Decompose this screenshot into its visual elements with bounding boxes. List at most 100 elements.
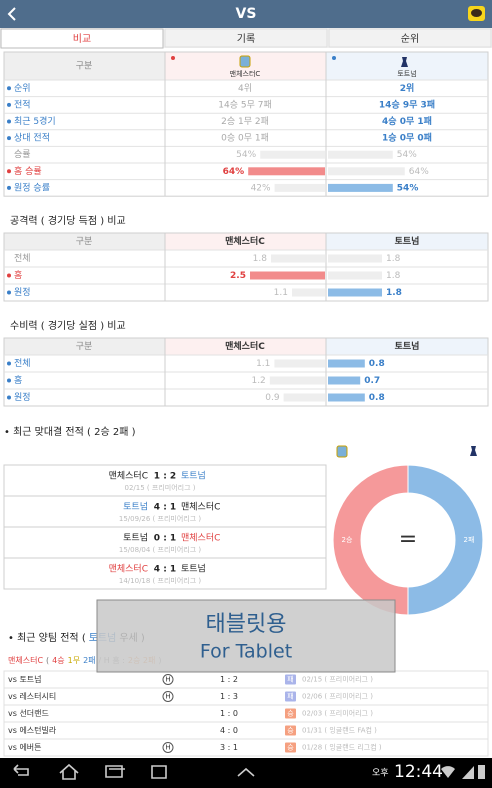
tab-label: 기록 — [237, 33, 255, 45]
match-score: 1 : 2 — [154, 472, 176, 482]
match-away: 맨체스터C — [181, 502, 220, 513]
row-dot — [7, 136, 11, 141]
kakao-icon — [471, 9, 482, 17]
nav-bar — [0, 758, 492, 788]
row-dot — [7, 273, 11, 278]
result-badge — [285, 708, 296, 719]
tab[interactable] — [164, 28, 328, 48]
row-label: 상대 전적 — [14, 132, 50, 144]
bar-label: 0.8 — [369, 393, 385, 403]
result-text: 승 — [287, 744, 294, 752]
bar-label: 1.1 — [274, 288, 288, 298]
home-badge — [162, 674, 174, 685]
match-away: 토트넘 — [181, 564, 206, 575]
home-badge — [162, 691, 174, 702]
home-badge — [162, 742, 174, 753]
result-badge — [285, 725, 296, 736]
top-bar — [0, 0, 492, 28]
section-title: • 최근 맞대결 전적 ( 2승 2패 ) — [4, 426, 136, 438]
bar — [274, 359, 325, 368]
bar-label: 0.9 — [265, 393, 280, 403]
row-label: 원정 — [14, 392, 31, 403]
row-dot — [7, 290, 11, 295]
tab[interactable] — [0, 28, 164, 49]
row-label: 승률 — [14, 149, 31, 160]
result-text: 패 — [287, 692, 293, 701]
status-ampm: 오후 — [372, 768, 389, 779]
tab[interactable] — [328, 28, 492, 48]
row-label: 홈 — [14, 374, 22, 386]
bar — [328, 254, 382, 263]
match-row — [3, 495, 327, 528]
result-badge — [285, 742, 296, 753]
bar-label: 1.2 — [251, 376, 265, 386]
game-row — [3, 704, 489, 723]
bar — [292, 288, 325, 297]
row-label: 전적 — [14, 98, 31, 110]
home-value: 2승 1무 2패 — [221, 116, 269, 127]
game-opponent: vs 레스터시티 — [8, 692, 56, 701]
bar — [248, 167, 325, 176]
header-team: 맨체스터C — [225, 340, 265, 352]
bar-label: 54% — [236, 150, 256, 160]
header-team: 맨체스터C — [230, 69, 261, 78]
nav-icon[interactable] — [59, 763, 79, 780]
game-score: 1 : 2 — [220, 675, 238, 684]
bar — [271, 254, 325, 263]
header-label: 구분 — [76, 61, 93, 72]
bar — [328, 167, 405, 176]
bar — [328, 150, 393, 159]
header-team: 토트넘 — [395, 340, 420, 352]
team-icon — [470, 446, 477, 456]
match-away: 맨체스터C — [181, 533, 220, 544]
game-opponent: vs 에스턴빌라 — [8, 725, 57, 735]
match-score: 4 : 1 — [154, 565, 176, 575]
game-date: 02/03 ( 프리미어리그 ) — [302, 709, 373, 718]
game-opponent: vs 에버튼 — [8, 742, 42, 752]
row-label: 최근 5경기 — [14, 115, 56, 127]
away-value: 1승 0무 0패 — [382, 132, 432, 144]
home-mark: H — [165, 676, 170, 684]
wifi-icon — [441, 766, 455, 778]
section-title: 수비력 ( 경기당 실점 ) 비교 — [10, 319, 126, 332]
text-part: 1무 — [68, 656, 80, 665]
nav-icon[interactable] — [13, 764, 29, 776]
header-team: 토트넘 — [395, 235, 420, 247]
game-date: 01/31 ( 잉글랜드 FA컵 ) — [302, 726, 377, 735]
section-title: 공격력 ( 경기당 득점 ) 비교 — [10, 214, 126, 227]
text-part: 맨체스터C — [8, 655, 43, 665]
donut-win — [332, 464, 409, 616]
bar-label: 1.8 — [253, 254, 268, 264]
bar-label: 42% — [251, 183, 271, 193]
row-label: 전체 — [14, 253, 31, 264]
game-row — [3, 721, 489, 740]
row-label: 원정 승률 — [14, 182, 50, 193]
nav-icon[interactable] — [151, 765, 167, 779]
header-cell — [3, 51, 166, 81]
home-value: 4위 — [238, 83, 252, 94]
result-badge — [285, 674, 296, 685]
match-date: 15/09/26 ( 프리미어리그 ) — [119, 514, 201, 523]
tablet-overlay — [96, 599, 396, 673]
bar — [328, 393, 365, 402]
bar — [260, 150, 325, 159]
match-row — [3, 526, 327, 559]
donut-loss — [407, 464, 484, 616]
game-row — [3, 738, 489, 757]
row-dot — [7, 395, 11, 400]
row-label: 순위 — [14, 83, 31, 94]
nav-icon[interactable] — [105, 765, 125, 778]
back-button[interactable] — [7, 7, 16, 21]
header-team: 토트넘 — [397, 69, 416, 78]
nav-icon[interactable] — [237, 767, 255, 777]
bar-label: 54% — [397, 183, 419, 193]
away-value: 2위 — [400, 82, 415, 94]
game-row — [3, 687, 489, 706]
bar-label: 0.8 — [369, 359, 385, 369]
game-opponent: vs 토트넘 — [8, 674, 42, 684]
row-label: 원정 — [14, 287, 31, 298]
team-icon — [336, 445, 348, 458]
match-date: 14/10/18 ( 프리미어리그 ) — [119, 576, 201, 585]
away-value: 4승 0무 1패 — [382, 115, 432, 127]
